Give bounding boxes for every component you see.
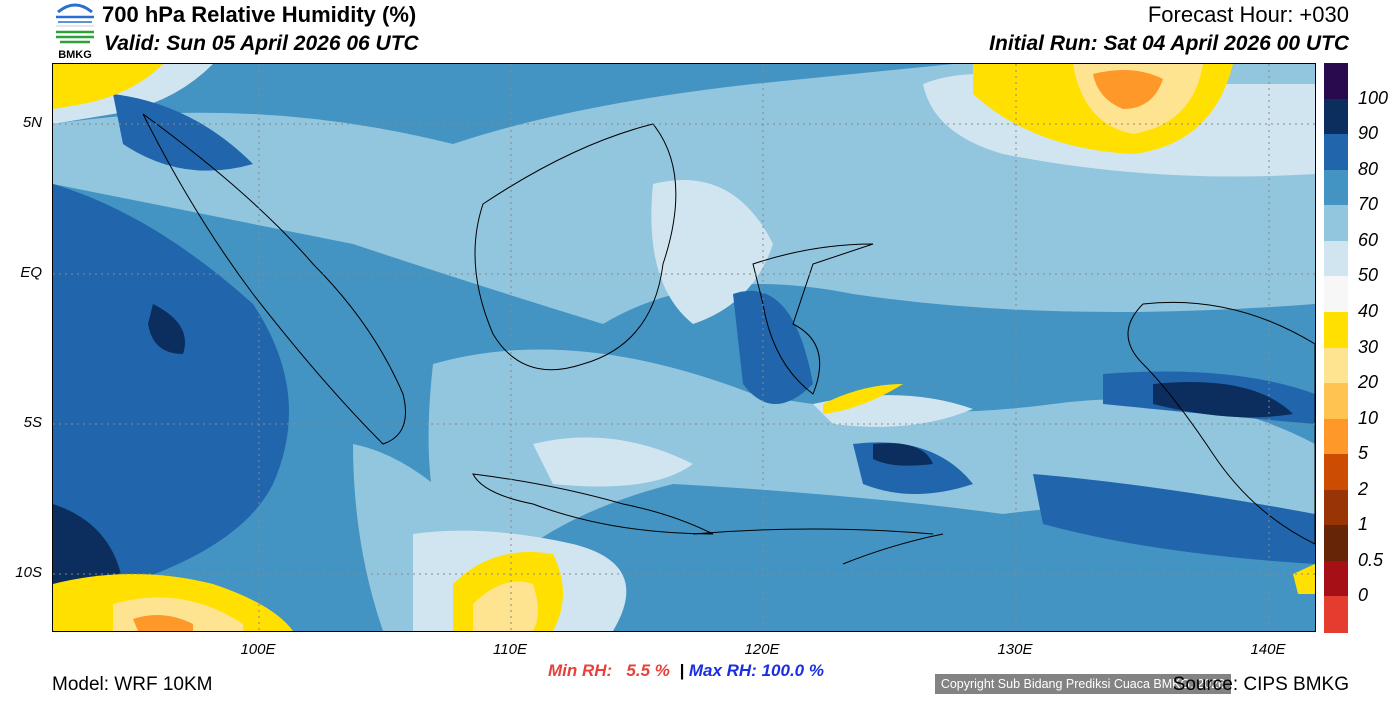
colorbar-label: 30 — [1358, 336, 1379, 357]
lon-label: 110E — [493, 641, 527, 658]
colorbar-swatch — [1324, 134, 1348, 171]
map-title: 700 hPa Relative Humidity (%) — [102, 2, 417, 27]
source-label: Source: CIPS BMKG — [1172, 674, 1349, 695]
colorbar-swatch — [1324, 276, 1348, 313]
colorbar-swatch — [1324, 240, 1348, 277]
colorbar-label: 50 — [1358, 265, 1379, 286]
colorbar-label: 40 — [1358, 300, 1379, 321]
colorbar-swatch — [1324, 347, 1348, 384]
colorbar-label: 20 — [1358, 372, 1379, 393]
forecast-hour: Forecast Hour: +030 — [1147, 2, 1349, 27]
lon-label: 100E — [240, 641, 276, 658]
min-rh-value: 5.5 % — [626, 661, 670, 680]
lat-label: 5S — [23, 414, 42, 431]
colorbar-swatch — [1324, 98, 1348, 135]
colorbar-label: 100 — [1358, 87, 1389, 108]
colorbar-label: 0.5 — [1358, 549, 1384, 570]
colorbar-swatch — [1324, 489, 1348, 526]
lon-label: 140E — [1250, 641, 1286, 658]
colorbar-swatch — [1324, 560, 1348, 597]
lon-label: 130E — [997, 641, 1033, 658]
colorbar-swatch — [1324, 205, 1348, 242]
colorbar-swatch — [1324, 418, 1348, 455]
humidity-field — [53, 64, 1316, 631]
colorbar-swatch — [1324, 63, 1348, 100]
lat-label: EQ — [20, 264, 42, 281]
separator: | — [679, 661, 685, 680]
lon-label: 120E — [744, 641, 780, 658]
valid-time: Valid: Sun 05 April 2026 06 UTC — [104, 32, 419, 55]
colorbar-label: 90 — [1358, 123, 1379, 144]
colorbar-label: 2 — [1358, 478, 1369, 499]
colorbar-swatch — [1324, 169, 1348, 206]
colorbar-label: 5 — [1358, 443, 1369, 464]
colorbar-label: 70 — [1358, 194, 1379, 215]
max-rh-label: Max RH: — [688, 661, 757, 680]
lat-label: 10S — [15, 564, 42, 581]
colorbar-swatch — [1324, 525, 1348, 562]
colorbar-swatch — [1324, 454, 1348, 491]
bmkg-logo-icon: BMKG — [56, 3, 94, 61]
colorbar-label: 1 — [1358, 514, 1369, 535]
colorbar-label: 10 — [1358, 407, 1379, 428]
colorbar-label: 0 — [1358, 585, 1369, 606]
initial-run: Initial Run: Sat 04 April 2026 00 UTC — [989, 32, 1349, 55]
svg-text:BMKG: BMKG — [58, 49, 92, 60]
model-label: Model: WRF 10KM — [52, 674, 213, 695]
colorbar-label: 60 — [1358, 229, 1379, 250]
copyright-notice: Copyright Sub Bidang Prediksi Cuaca BMKG… — [934, 674, 1231, 694]
max-rh-value: 100.0 % — [761, 661, 824, 680]
lat-label: 5N — [22, 114, 42, 131]
bmkg-logo: BMKG — [52, 2, 98, 61]
rh-summary: Min RH: 5.5 % | Max RH: 100.0 % — [548, 661, 824, 681]
humidity-map: Copyright Sub Bidang Prediksi Cuaca BMKG… — [52, 63, 1316, 694]
min-rh-label: Min RH: — [548, 661, 613, 680]
colorbar-swatch — [1324, 383, 1348, 420]
colorbar-swatch — [1324, 596, 1348, 633]
colorbar-label: 80 — [1358, 158, 1379, 179]
colorbar-swatch — [1324, 311, 1348, 348]
